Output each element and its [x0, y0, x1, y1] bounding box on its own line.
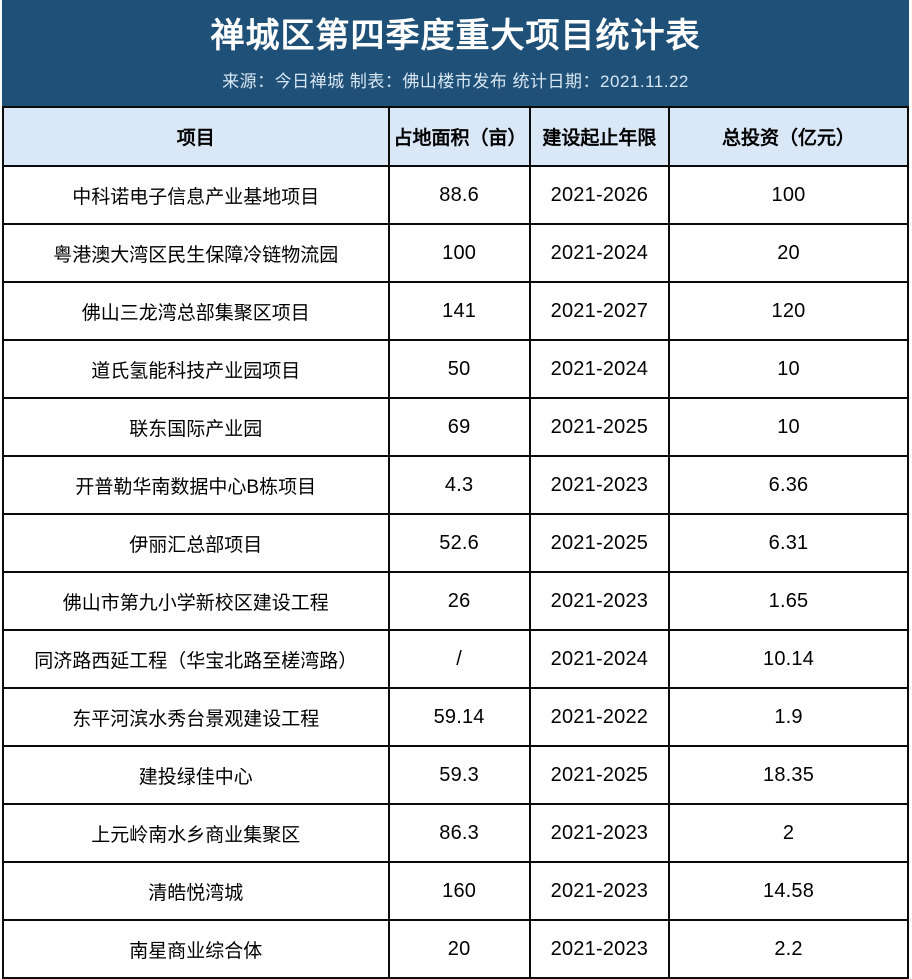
banner: 禅城区第四季度重大项目统计表 来源：今日禅城 制表：佛山楼市发布 统计日期：20…: [2, 0, 909, 106]
table-row: 伊丽汇总部项目 52.6 2021-2025 6.31: [2, 513, 909, 573]
table-row: 联东国际产业园 69 2021-2025 10: [2, 397, 909, 457]
investment-cell: 120: [668, 281, 909, 341]
investment-cell: 10: [668, 339, 909, 399]
project-cell: 道氏氢能科技产业园项目: [2, 339, 390, 399]
area-cell: 26: [387, 571, 531, 631]
investment-cell: 10: [668, 397, 909, 457]
period-cell: 2021-2022: [528, 687, 671, 747]
table-row: 开普勒华南数据中心B栋项目 4.3 2021-2023 6.36: [2, 455, 909, 515]
project-cell: 伊丽汇总部项目: [2, 513, 390, 573]
project-cell: 建投绿佳中心: [2, 745, 390, 805]
investment-cell: 6.36: [668, 455, 909, 515]
project-cell: 东平河滨水秀台景观建设工程: [2, 687, 390, 747]
column-header-project: 项目: [2, 106, 390, 167]
area-cell: 141: [387, 281, 531, 341]
table-row: 同济路西延工程（华宝北路至槎湾路） / 2021-2024 10.14: [2, 629, 909, 689]
investment-cell: 20: [668, 223, 909, 283]
period-cell: 2021-2023: [528, 861, 671, 921]
area-cell: 20: [387, 919, 531, 979]
project-cell: 中科诺电子信息产业基地项目: [2, 165, 390, 225]
projects-table: 项目 占地面积（亩） 建设起止年限 总投资（亿元） 中科诺电子信息产业基地项目 …: [2, 106, 909, 979]
period-cell: 2021-2023: [528, 919, 671, 979]
page-title: 禅城区第四季度重大项目统计表: [210, 17, 701, 56]
investment-cell: 1.65: [668, 571, 909, 631]
table-header-row: 项目 占地面积（亩） 建设起止年限 总投资（亿元）: [2, 106, 909, 167]
period-cell: 2021-2023: [528, 803, 671, 863]
area-cell: /: [387, 629, 531, 689]
area-cell: 4.3: [387, 455, 531, 515]
investment-cell: 6.31: [668, 513, 909, 573]
table-row: 中科诺电子信息产业基地项目 88.6 2021-2026 100: [2, 165, 909, 225]
period-cell: 2021-2026: [528, 165, 671, 225]
project-cell: 佛山三龙湾总部集聚区项目: [2, 281, 390, 341]
table-row: 南星商业综合体 20 2021-2023 2.2: [2, 919, 909, 979]
period-cell: 2021-2027: [528, 281, 671, 341]
project-cell: 南星商业综合体: [2, 919, 390, 979]
investment-cell: 2: [668, 803, 909, 863]
area-cell: 59.14: [387, 687, 531, 747]
table-row: 清皓悦湾城 160 2021-2023 14.58: [2, 861, 909, 921]
period-cell: 2021-2024: [528, 339, 671, 399]
area-cell: 86.3: [387, 803, 531, 863]
period-cell: 2021-2023: [528, 571, 671, 631]
table-row: 东平河滨水秀台景观建设工程 59.14 2021-2022 1.9: [2, 687, 909, 747]
table-row: 佛山市第九小学新校区建设工程 26 2021-2023 1.65: [2, 571, 909, 631]
project-cell: 粤港澳大湾区民生保障冷链物流园: [2, 223, 390, 283]
area-cell: 69: [387, 397, 531, 457]
area-cell: 50: [387, 339, 531, 399]
banner-subtitle: 来源：今日禅城 制表：佛山楼市发布 统计日期：2021.11.22: [222, 71, 689, 91]
project-cell: 同济路西延工程（华宝北路至槎湾路）: [2, 629, 390, 689]
area-cell: 100: [387, 223, 531, 283]
project-cell: 开普勒华南数据中心B栋项目: [2, 455, 390, 515]
period-cell: 2021-2025: [528, 513, 671, 573]
investment-cell: 14.58: [668, 861, 909, 921]
project-cell: 联东国际产业园: [2, 397, 390, 457]
table-row: 上元岭南水乡商业集聚区 86.3 2021-2023 2: [2, 803, 909, 863]
column-header-investment: 总投资（亿元）: [668, 106, 909, 167]
period-cell: 2021-2024: [528, 629, 671, 689]
investment-cell: 2.2: [668, 919, 909, 979]
table-row: 佛山三龙湾总部集聚区项目 141 2021-2027 120: [2, 281, 909, 341]
column-header-period: 建设起止年限: [528, 106, 671, 167]
table-row: 建投绿佳中心 59.3 2021-2025 18.35: [2, 745, 909, 805]
table-row: 粤港澳大湾区民生保障冷链物流园 100 2021-2024 20: [2, 223, 909, 283]
area-cell: 52.6: [387, 513, 531, 573]
project-cell: 上元岭南水乡商业集聚区: [2, 803, 390, 863]
area-cell: 160: [387, 861, 531, 921]
investment-cell: 100: [668, 165, 909, 225]
column-header-area: 占地面积（亩）: [387, 106, 531, 167]
area-cell: 88.6: [387, 165, 531, 225]
period-cell: 2021-2023: [528, 455, 671, 515]
area-cell: 59.3: [387, 745, 531, 805]
project-cell: 佛山市第九小学新校区建设工程: [2, 571, 390, 631]
table-body: 中科诺电子信息产业基地项目 88.6 2021-2026 100 粤港澳大湾区民…: [2, 165, 909, 979]
period-cell: 2021-2024: [528, 223, 671, 283]
table-row: 道氏氢能科技产业园项目 50 2021-2024 10: [2, 339, 909, 399]
investment-cell: 1.9: [668, 687, 909, 747]
investment-cell: 18.35: [668, 745, 909, 805]
period-cell: 2021-2025: [528, 745, 671, 805]
project-cell: 清皓悦湾城: [2, 861, 390, 921]
investment-cell: 10.14: [668, 629, 909, 689]
period-cell: 2021-2025: [528, 397, 671, 457]
